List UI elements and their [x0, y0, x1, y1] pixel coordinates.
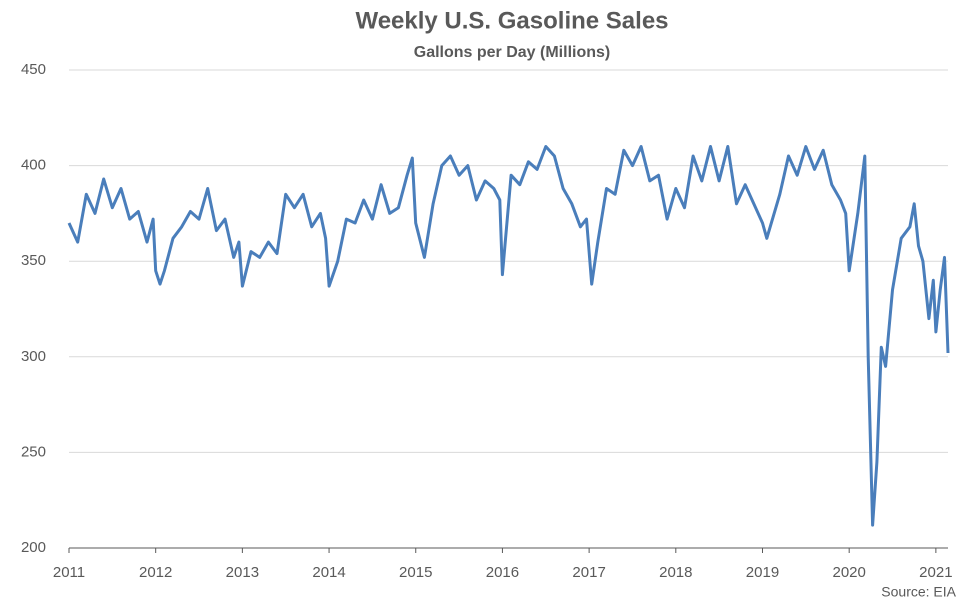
y-tick-label: 450: [21, 61, 46, 78]
x-tick-label: 2018: [659, 564, 692, 581]
x-tick-label: 2012: [139, 564, 172, 581]
y-tick-label: 300: [21, 348, 46, 365]
x-tick-label: 2021: [919, 564, 952, 581]
x-tick-label: 2017: [572, 564, 605, 581]
x-tick-label: 2013: [226, 564, 259, 581]
y-tick-label: 250: [21, 443, 46, 460]
y-tick-label: 350: [21, 252, 46, 269]
x-tick-label: 2016: [486, 564, 519, 581]
y-tick-label: 200: [21, 539, 46, 556]
x-tick-label: 2015: [399, 564, 432, 581]
chart-title: Weekly U.S. Gasoline Sales: [355, 7, 668, 34]
x-tick-label: 2014: [312, 564, 345, 581]
x-tick-label: 2020: [832, 564, 865, 581]
source: Source: EIA: [881, 584, 956, 600]
chart-subtitle: Gallons per Day (Millions): [414, 44, 610, 61]
x-tick-label: 2019: [746, 564, 779, 581]
y-tick-label: 400: [21, 157, 46, 174]
data-line: [67, 145, 950, 527]
x-tick-label: 2011: [53, 564, 85, 581]
